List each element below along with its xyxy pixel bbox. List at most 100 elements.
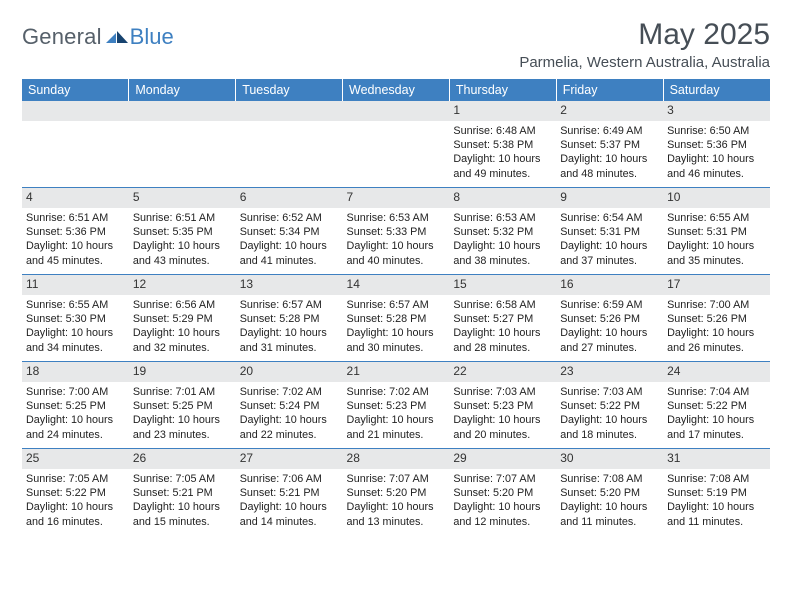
calendar-cell: 27Sunrise: 7:06 AMSunset: 5:21 PMDayligh…	[236, 449, 343, 536]
calendar-cell: 1Sunrise: 6:48 AMSunset: 5:38 PMDaylight…	[449, 101, 556, 188]
daylight2-text: and 15 minutes.	[133, 515, 232, 529]
daylight1-text: Daylight: 10 hours	[347, 326, 446, 340]
calendar-cell	[236, 101, 343, 188]
sunrise-text: Sunrise: 6:55 AM	[667, 211, 766, 225]
date-number: 7	[343, 188, 450, 208]
date-number: 12	[129, 275, 236, 295]
calendar-cell: 10Sunrise: 6:55 AMSunset: 5:31 PMDayligh…	[663, 188, 770, 275]
date-number: 23	[556, 362, 663, 382]
daylight2-text: and 12 minutes.	[453, 515, 552, 529]
day-header: Saturday	[663, 79, 770, 101]
date-number: 29	[449, 449, 556, 469]
daylight2-text: and 40 minutes.	[347, 254, 446, 268]
daylight1-text: Daylight: 10 hours	[240, 413, 339, 427]
sunset-text: Sunset: 5:33 PM	[347, 225, 446, 239]
date-number: 9	[556, 188, 663, 208]
daylight2-text: and 41 minutes.	[240, 254, 339, 268]
sunrise-text: Sunrise: 7:00 AM	[667, 298, 766, 312]
calendar-cell: 14Sunrise: 6:57 AMSunset: 5:28 PMDayligh…	[343, 275, 450, 362]
sunrise-text: Sunrise: 6:51 AM	[26, 211, 125, 225]
daylight1-text: Daylight: 10 hours	[133, 239, 232, 253]
calendar-cell: 19Sunrise: 7:01 AMSunset: 5:25 PMDayligh…	[129, 362, 236, 449]
daylight1-text: Daylight: 10 hours	[453, 500, 552, 514]
date-number: 26	[129, 449, 236, 469]
daylight2-text: and 11 minutes.	[667, 515, 766, 529]
calendar-header-row: SundayMondayTuesdayWednesdayThursdayFrid…	[22, 79, 770, 101]
sunrise-text: Sunrise: 6:50 AM	[667, 124, 766, 138]
daylight1-text: Daylight: 10 hours	[667, 413, 766, 427]
daylight1-text: Daylight: 10 hours	[560, 239, 659, 253]
calendar-cell: 21Sunrise: 7:02 AMSunset: 5:23 PMDayligh…	[343, 362, 450, 449]
sunrise-text: Sunrise: 6:55 AM	[26, 298, 125, 312]
calendar-cell: 8Sunrise: 6:53 AMSunset: 5:32 PMDaylight…	[449, 188, 556, 275]
day-header: Tuesday	[236, 79, 343, 101]
sunset-text: Sunset: 5:26 PM	[560, 312, 659, 326]
logo-text-general: General	[22, 24, 102, 50]
day-header: Thursday	[449, 79, 556, 101]
daylight1-text: Daylight: 10 hours	[560, 152, 659, 166]
sunrise-text: Sunrise: 7:02 AM	[240, 385, 339, 399]
sunrise-text: Sunrise: 7:05 AM	[133, 472, 232, 486]
sunset-text: Sunset: 5:36 PM	[667, 138, 766, 152]
sunset-text: Sunset: 5:22 PM	[667, 399, 766, 413]
daylight1-text: Daylight: 10 hours	[26, 239, 125, 253]
daylight2-text: and 35 minutes.	[667, 254, 766, 268]
daylight2-text: and 31 minutes.	[240, 341, 339, 355]
calendar-cell: 15Sunrise: 6:58 AMSunset: 5:27 PMDayligh…	[449, 275, 556, 362]
sunset-text: Sunset: 5:21 PM	[133, 486, 232, 500]
sunrise-text: Sunrise: 7:00 AM	[26, 385, 125, 399]
sunset-text: Sunset: 5:24 PM	[240, 399, 339, 413]
calendar-cell: 30Sunrise: 7:08 AMSunset: 5:20 PMDayligh…	[556, 449, 663, 536]
day-header: Wednesday	[343, 79, 450, 101]
date-number: 16	[556, 275, 663, 295]
calendar-cell: 11Sunrise: 6:55 AMSunset: 5:30 PMDayligh…	[22, 275, 129, 362]
date-number: 10	[663, 188, 770, 208]
sunrise-text: Sunrise: 7:07 AM	[347, 472, 446, 486]
sunset-text: Sunset: 5:30 PM	[26, 312, 125, 326]
daylight1-text: Daylight: 10 hours	[560, 413, 659, 427]
header: General Blue May 2025 Parmelia, Western …	[22, 18, 770, 71]
date-number: 17	[663, 275, 770, 295]
calendar-cell	[343, 101, 450, 188]
day-header: Monday	[129, 79, 236, 101]
daylight2-text: and 13 minutes.	[347, 515, 446, 529]
sunset-text: Sunset: 5:26 PM	[667, 312, 766, 326]
daylight2-text: and 30 minutes.	[347, 341, 446, 355]
sunset-text: Sunset: 5:28 PM	[347, 312, 446, 326]
sunrise-text: Sunrise: 6:59 AM	[560, 298, 659, 312]
calendar-cell: 23Sunrise: 7:03 AMSunset: 5:22 PMDayligh…	[556, 362, 663, 449]
sunrise-text: Sunrise: 7:03 AM	[453, 385, 552, 399]
calendar-week-row: 4Sunrise: 6:51 AMSunset: 5:36 PMDaylight…	[22, 188, 770, 275]
date-number: 2	[556, 101, 663, 121]
daylight2-text: and 20 minutes.	[453, 428, 552, 442]
daylight1-text: Daylight: 10 hours	[667, 239, 766, 253]
date-number: 13	[236, 275, 343, 295]
daylight2-text: and 48 minutes.	[560, 167, 659, 181]
sunrise-text: Sunrise: 6:49 AM	[560, 124, 659, 138]
daylight1-text: Daylight: 10 hours	[240, 239, 339, 253]
calendar-cell: 13Sunrise: 6:57 AMSunset: 5:28 PMDayligh…	[236, 275, 343, 362]
daylight1-text: Daylight: 10 hours	[347, 500, 446, 514]
sunrise-text: Sunrise: 6:58 AM	[453, 298, 552, 312]
calendar-cell	[22, 101, 129, 188]
daylight1-text: Daylight: 10 hours	[453, 239, 552, 253]
calendar-week-row: 18Sunrise: 7:00 AMSunset: 5:25 PMDayligh…	[22, 362, 770, 449]
daylight1-text: Daylight: 10 hours	[133, 326, 232, 340]
sunrise-text: Sunrise: 6:51 AM	[133, 211, 232, 225]
sunset-text: Sunset: 5:32 PM	[453, 225, 552, 239]
sunset-text: Sunset: 5:29 PM	[133, 312, 232, 326]
daylight1-text: Daylight: 10 hours	[667, 500, 766, 514]
date-number: 8	[449, 188, 556, 208]
sunrise-text: Sunrise: 7:02 AM	[347, 385, 446, 399]
calendar-cell: 31Sunrise: 7:08 AMSunset: 5:19 PMDayligh…	[663, 449, 770, 536]
date-number: 28	[343, 449, 450, 469]
date-number: 25	[22, 449, 129, 469]
sunset-text: Sunset: 5:21 PM	[240, 486, 339, 500]
date-number	[22, 101, 129, 121]
date-number: 20	[236, 362, 343, 382]
daylight1-text: Daylight: 10 hours	[347, 413, 446, 427]
date-number: 1	[449, 101, 556, 121]
calendar-week-row: 25Sunrise: 7:05 AMSunset: 5:22 PMDayligh…	[22, 449, 770, 536]
daylight2-text: and 43 minutes.	[133, 254, 232, 268]
calendar-week-row: 11Sunrise: 6:55 AMSunset: 5:30 PMDayligh…	[22, 275, 770, 362]
